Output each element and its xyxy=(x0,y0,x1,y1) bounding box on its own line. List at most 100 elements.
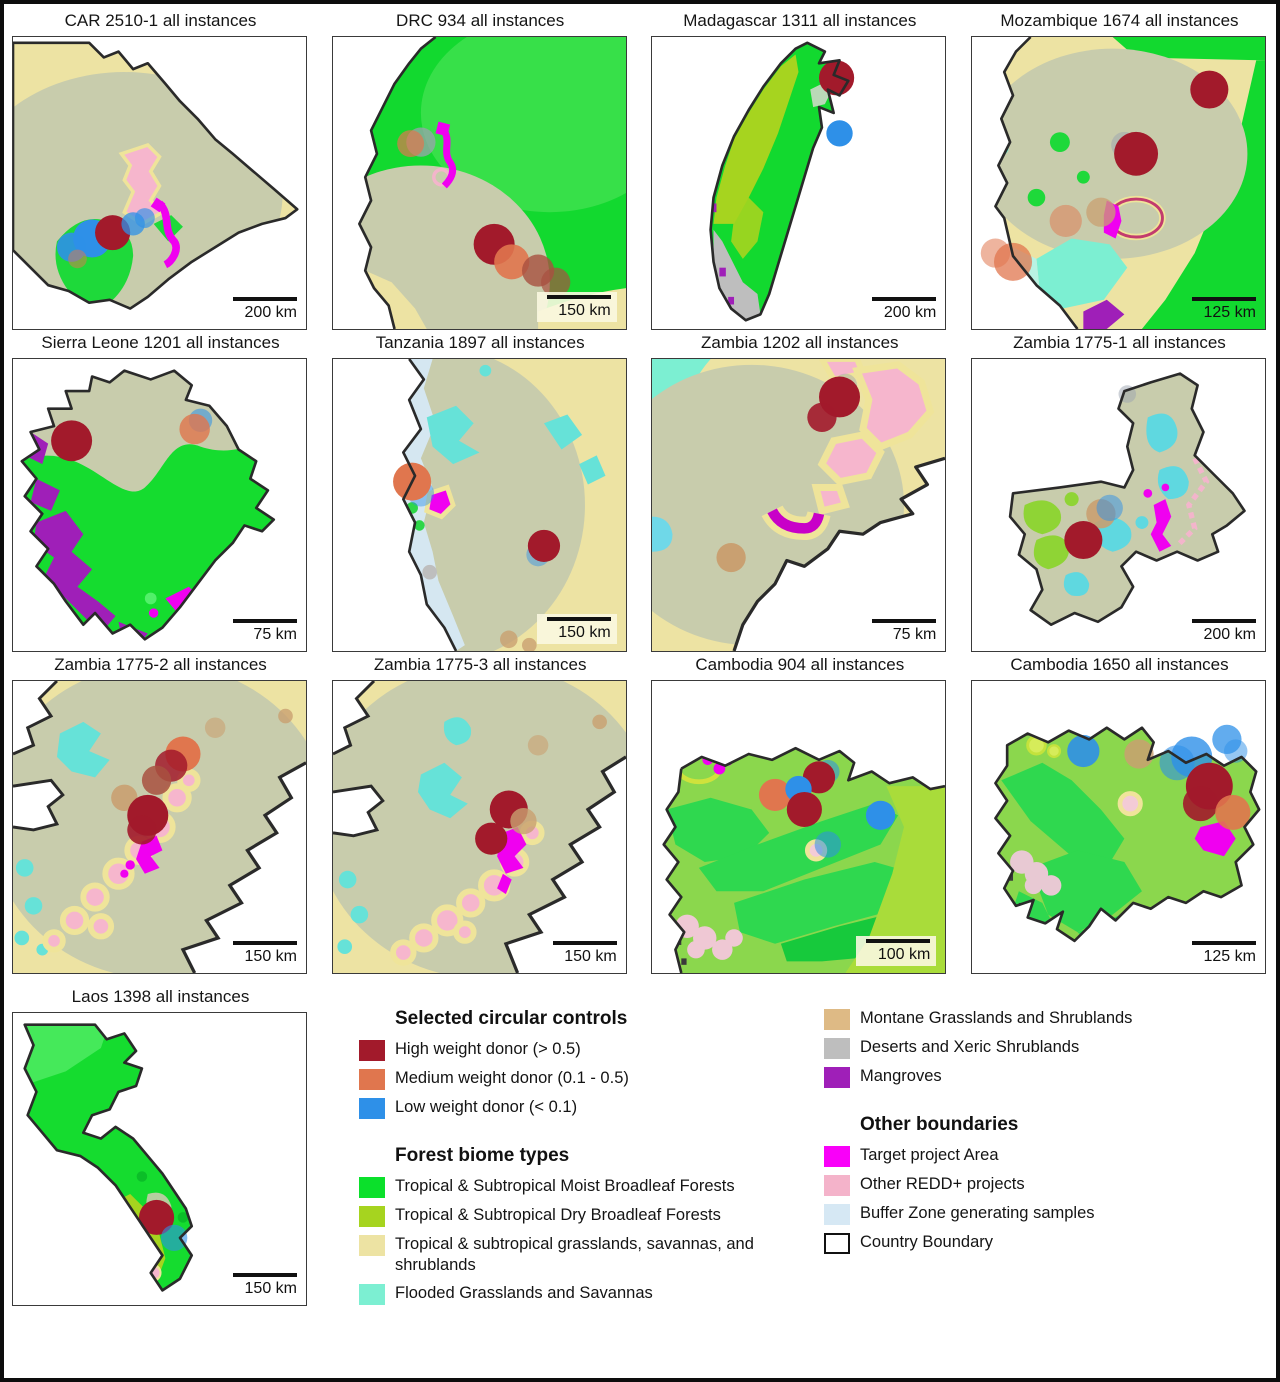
scale-bar-line xyxy=(546,617,611,621)
panel-title: Zambia 1775-3 all instances xyxy=(373,655,587,674)
scale-label: 75 km xyxy=(253,626,297,643)
map-madagascar: 200 km xyxy=(651,36,947,330)
donor-dot xyxy=(51,420,93,462)
donor-dot xyxy=(204,717,226,738)
legend-swatch xyxy=(359,1206,385,1227)
donor-dot xyxy=(814,831,842,858)
donor-dots xyxy=(759,759,896,858)
scale-bar-line xyxy=(1191,297,1256,301)
panel-title: Madagascar 1311 all instances xyxy=(683,11,917,30)
donor-dots xyxy=(396,127,570,297)
map-svg-zambia-1202 xyxy=(652,359,946,651)
legend-item: Country Boundary xyxy=(824,1232,1254,1254)
scale-label: 125 km xyxy=(1203,948,1256,965)
donor-dots xyxy=(1067,724,1251,830)
legend-item: Buffer Zone generating samples xyxy=(824,1203,1254,1225)
legend-column-right: Montane Grasslands and Shrublands Deserts… xyxy=(824,1008,1254,1331)
donor-dot xyxy=(1096,494,1123,522)
legend-item: Other REDD+ projects xyxy=(824,1174,1254,1196)
donor-dots xyxy=(392,462,560,567)
scale-bar: 75 km xyxy=(233,619,297,644)
map-svg-madagascar xyxy=(709,41,855,322)
scale-bar-line xyxy=(1191,941,1256,945)
legend-swatch xyxy=(359,1098,385,1119)
legend-label: Mangroves xyxy=(860,1067,942,1085)
legend-item: Tropical & Subtropical Moist Broadleaf F… xyxy=(359,1176,814,1198)
map-svg-mozambique xyxy=(980,37,1265,329)
map-svg-cambodia-1650 xyxy=(994,724,1261,943)
legend-label: Buffer Zone generating samples xyxy=(860,1204,1095,1222)
donor-dot xyxy=(68,249,87,269)
donor-dot xyxy=(1067,735,1100,768)
donor-dot xyxy=(160,1224,188,1251)
map-zambia-1775-2: 150 km xyxy=(12,680,307,974)
scale-bar: 150 km xyxy=(233,941,297,966)
donor-dot xyxy=(527,529,560,562)
scale-bar-line xyxy=(552,941,617,945)
legend-label: Country Boundary xyxy=(860,1233,993,1251)
donor-dot xyxy=(759,778,792,811)
scale-label: 75 km xyxy=(892,626,937,643)
donor-dots xyxy=(56,208,155,269)
scale-label: 150 km xyxy=(244,1280,297,1297)
donor-dots xyxy=(1064,385,1137,560)
legend-heading: Other boundaries xyxy=(860,1114,1019,1135)
scale-bar-line xyxy=(233,941,297,945)
donor-dots xyxy=(980,70,1229,281)
legend-swatch xyxy=(824,1038,850,1059)
scale-bar-line xyxy=(866,939,931,943)
panel-title: Tanzania 1897 all instances xyxy=(375,333,585,352)
donor-dot xyxy=(527,735,549,756)
legend-item: High weight donor (> 0.5) xyxy=(359,1039,814,1061)
panel-title: Zambia 1775-2 all instances xyxy=(54,655,267,674)
legend-item: Mangroves xyxy=(824,1066,1254,1088)
legend-label: Tropical & Subtropical Moist Broadleaf F… xyxy=(395,1177,735,1195)
panel-title: Mozambique 1674 all instances xyxy=(1000,11,1239,30)
donor-dot xyxy=(866,800,896,830)
map-svg-zambia-1775-2 xyxy=(13,681,306,973)
scale-label: 150 km xyxy=(558,624,611,641)
panel-title: Cambodia 904 all instances xyxy=(695,655,905,674)
scale-label: 150 km xyxy=(244,948,297,965)
donor-dot xyxy=(807,402,837,432)
scale-bar: 150 km xyxy=(233,1273,297,1298)
legend-item: Low weight donor (< 0.1) xyxy=(359,1097,814,1119)
donor-dot xyxy=(1049,204,1082,238)
donor-dot xyxy=(1124,739,1154,769)
donor-dot xyxy=(396,130,424,158)
donor-dot xyxy=(474,822,507,855)
scale-label: 150 km xyxy=(564,948,617,965)
panel-sierra-leone: Sierra Leone 1201 all instances xyxy=(12,330,309,652)
legend-heading: Selected circular controls xyxy=(395,1008,628,1029)
legend-section: Forest biome types Tropical & Subtropical… xyxy=(359,1145,814,1306)
map-car: 200 km xyxy=(12,36,307,330)
map-drc: 150 km xyxy=(331,36,627,330)
panel-cambodia-904: Cambodia 904 all instances xyxy=(651,652,948,974)
scale-label: 200 km xyxy=(1203,626,1256,643)
legend-swatch xyxy=(824,1233,850,1254)
map-cambodia-904: 100 km xyxy=(651,680,947,974)
legend-section: Other boundaries Target project Area Other… xyxy=(824,1114,1254,1254)
scale-label: 100 km xyxy=(877,946,931,963)
panel-laos: Laos 1398 all instances xyxy=(12,984,309,1331)
scale-bar: 125 km xyxy=(1191,297,1256,322)
legend-swatch xyxy=(359,1177,385,1198)
donor-dots xyxy=(111,717,226,845)
legend-label: Low weight donor (< 0.1) xyxy=(395,1098,578,1116)
scale-label: 200 km xyxy=(244,304,297,321)
donor-dot xyxy=(1114,131,1159,176)
donor-dot xyxy=(1182,786,1219,822)
map-tanzania: 150 km xyxy=(331,358,627,652)
legend-label: Tropical & Subtropical Dry Broadleaf For… xyxy=(395,1206,721,1224)
legend-section: Montane Grasslands and Shrublands Deserts… xyxy=(824,1008,1254,1088)
legend-label: Target project Area xyxy=(860,1146,999,1164)
donor-dot xyxy=(141,765,172,795)
legend-label: Montane Grasslands and Shrublands xyxy=(860,1009,1133,1027)
legend-swatch xyxy=(359,1235,385,1256)
scale-bar-line xyxy=(233,297,297,301)
legend-label: Flooded Grasslands and Savannas xyxy=(395,1284,653,1303)
scale-bar: 200 km xyxy=(1191,619,1256,644)
panel-zambia-1775-1: Zambia 1775-1 all instances xyxy=(970,330,1268,652)
map-row-1: CAR 2510-1 all instances xyxy=(12,8,1268,330)
map-svg-sierra-leone xyxy=(20,369,276,641)
